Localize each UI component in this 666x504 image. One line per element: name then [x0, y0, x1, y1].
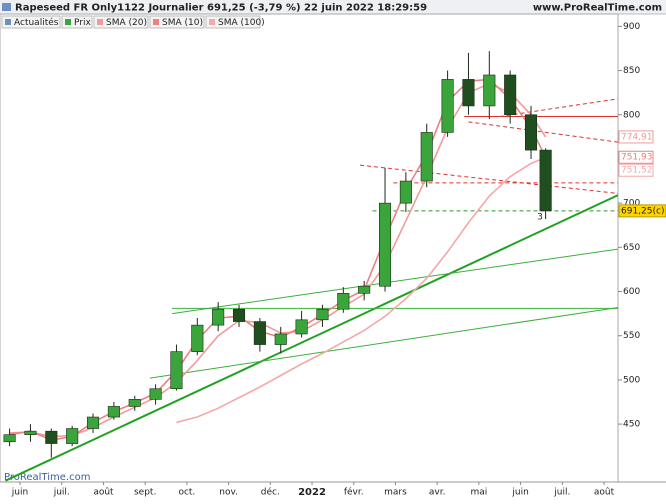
- header-bar: [0, 0, 666, 14]
- watermark: ProRealTime.com: [4, 472, 90, 483]
- candle-body: [86, 416, 100, 429]
- y-tick-label: 850: [623, 66, 640, 76]
- legend-label[interactable]: SMA (20): [106, 18, 147, 28]
- candle-body: [66, 428, 79, 444]
- trend-line: [499, 98, 618, 118]
- candle-body: [378, 202, 392, 287]
- x-tick-label: avr.: [429, 488, 446, 498]
- candle-body: [316, 308, 329, 321]
- y-tick-label: 500: [623, 375, 640, 385]
- y-tick-label: 550: [623, 331, 640, 341]
- candle-body: [212, 308, 225, 326]
- axis-flag-label: 751,93: [621, 153, 653, 163]
- x-tick-label: août: [93, 488, 114, 498]
- candle-body: [24, 430, 37, 436]
- y-tick-label: 800: [623, 110, 640, 120]
- y-tick-label: 700: [623, 199, 640, 209]
- candle-body: [295, 319, 308, 335]
- candle-body: [128, 399, 141, 407]
- legend-item[interactable]: [93, 15, 149, 29]
- news-label[interactable]: Actualités: [14, 17, 59, 28]
- axis-flag: [618, 163, 654, 177]
- x-tick-label: sept.: [134, 488, 156, 498]
- news-icon: [5, 19, 11, 25]
- candle-body: [107, 406, 120, 418]
- candle-body: [483, 74, 496, 107]
- trend-line: [172, 248, 618, 315]
- axis-flag-label: 774,91: [621, 132, 653, 142]
- candle-body: [462, 79, 475, 107]
- x-tick-label: oct.: [178, 488, 195, 498]
- x-tick-label: févr.: [344, 487, 364, 498]
- x-tick-label: déc.: [261, 487, 280, 498]
- header-icon: [2, 3, 11, 11]
- legend-item[interactable]: [205, 15, 261, 29]
- candle-body: [441, 79, 454, 133]
- axis-flag: [618, 150, 654, 164]
- x-tick-label: 2022: [298, 487, 326, 498]
- x-tick-label: mai: [470, 488, 487, 498]
- candle-body: [45, 430, 58, 444]
- y-tick-label: 900: [623, 22, 640, 32]
- legend-swatch: [97, 19, 103, 25]
- y-tick-label: 650: [623, 243, 640, 253]
- x-tick-label: juil.: [53, 488, 70, 498]
- legend-swatch: [65, 19, 71, 25]
- chart-title: Rapeseed FR Only1122 Journalier 691,25 (…: [15, 3, 427, 14]
- legend-label[interactable]: Prix: [74, 18, 91, 28]
- candle-body: [232, 308, 246, 322]
- legend-swatch: [209, 19, 215, 25]
- candle-body: [504, 74, 517, 116]
- x-tick-label: nov.: [219, 488, 238, 498]
- x-tick-label: août: [594, 488, 615, 498]
- trend-line: [149, 306, 618, 379]
- axis-flag: [618, 204, 666, 218]
- y-tick-label: 450: [623, 420, 640, 430]
- legend-label[interactable]: SMA (10): [162, 18, 203, 28]
- legend: Actualités Prix SMA (20) SMA (10) SMA (100…: [1, 15, 265, 29]
- axis-flag-label: 751,52: [621, 166, 653, 176]
- candle-body: [399, 180, 412, 204]
- annotation: 3: [537, 213, 543, 223]
- candle-body: [149, 388, 162, 400]
- x-tick-label: juin: [511, 488, 528, 498]
- candle-body: [191, 324, 204, 352]
- candle-body: [420, 132, 433, 182]
- legend-item[interactable]: [149, 15, 205, 29]
- candle-body: [524, 114, 538, 151]
- candle-body: [539, 149, 552, 212]
- axis-flag: [618, 130, 654, 144]
- candle-body: [170, 351, 183, 390]
- plot-area: [0, 13, 619, 483]
- sma-line: [176, 156, 546, 424]
- plot: [3, 51, 618, 482]
- x-tick-label: juin: [11, 488, 28, 498]
- news-button[interactable]: [1, 15, 61, 29]
- site-link[interactable]: www.ProRealTime.com: [533, 3, 662, 14]
- trend-line: [359, 164, 618, 194]
- axis-flag-label: 691,25(c): [621, 206, 664, 216]
- candle-body: [337, 292, 350, 310]
- legend-swatch: [153, 19, 159, 25]
- candle-body: [3, 434, 16, 443]
- x-tick-label: juil.: [553, 488, 570, 498]
- candle-body: [274, 333, 287, 345]
- trend-line: [5, 194, 618, 482]
- candle-body: [253, 321, 266, 345]
- x-tick-label: mars: [384, 488, 407, 498]
- candle-body: [358, 285, 371, 294]
- y-tick-label: 600: [623, 287, 640, 297]
- legend-label[interactable]: SMA (100): [218, 18, 265, 28]
